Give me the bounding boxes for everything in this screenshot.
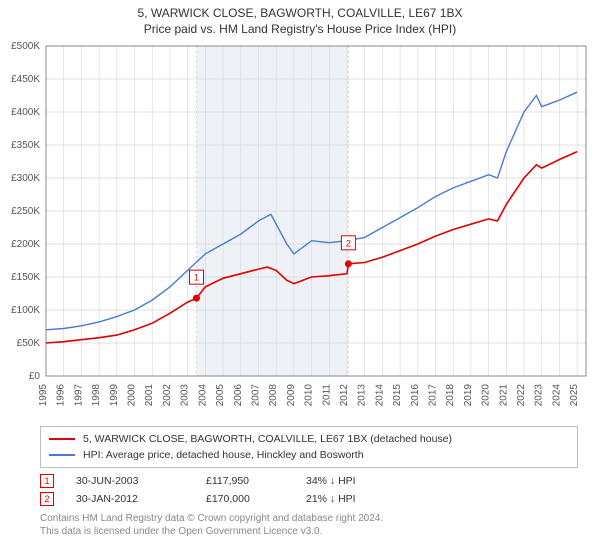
svg-text:£350K: £350K xyxy=(11,140,40,151)
svg-text:1996: 1996 xyxy=(56,384,67,407)
svg-text:2017: 2017 xyxy=(428,384,439,407)
svg-text:1997: 1997 xyxy=(73,384,84,407)
svg-text:2007: 2007 xyxy=(250,384,261,407)
svg-text:2011: 2011 xyxy=(321,384,332,406)
svg-text:2024: 2024 xyxy=(551,384,562,407)
transactions-table: 1 30-JUN-2003 £117,950 34% ↓ HPI 2 30-JA… xyxy=(40,472,578,508)
svg-text:2: 2 xyxy=(346,238,351,248)
svg-text:2018: 2018 xyxy=(445,384,456,407)
svg-text:1999: 1999 xyxy=(109,384,120,407)
svg-text:2025: 2025 xyxy=(569,384,580,407)
legend-item-property: 5, WARWICK CLOSE, BAGWORTH, COALVILLE, L… xyxy=(49,431,569,447)
svg-text:£300K: £300K xyxy=(11,173,40,184)
legend: 5, WARWICK CLOSE, BAGWORTH, COALVILLE, L… xyxy=(40,426,578,468)
svg-text:£0: £0 xyxy=(29,371,41,382)
svg-text:2021: 2021 xyxy=(498,384,509,407)
footer-attribution: Contains HM Land Registry data © Crown c… xyxy=(40,512,578,538)
transaction-date: 30-JAN-2012 xyxy=(76,493,206,505)
chart-area: £0 £50K £100K £150K £200K £250K £300K £350K £400… xyxy=(0,40,600,420)
svg-text:2012: 2012 xyxy=(339,384,350,407)
chart-titles: 5, WARWICK CLOSE, BAGWORTH, COALVILLE, L… xyxy=(0,0,600,36)
footer-line-1: Contains HM Land Registry data © Crown c… xyxy=(40,512,578,525)
svg-text:2013: 2013 xyxy=(357,384,368,407)
svg-text:2003: 2003 xyxy=(180,384,191,407)
footer-line-2: This data is licensed under the Open Gov… xyxy=(40,525,578,538)
svg-text:2008: 2008 xyxy=(268,384,279,407)
chart-title: 5, WARWICK CLOSE, BAGWORTH, COALVILLE, L… xyxy=(0,6,600,20)
svg-text:1998: 1998 xyxy=(91,384,102,407)
transaction-marker-2: 2 xyxy=(40,492,54,506)
svg-text:2001: 2001 xyxy=(144,384,155,407)
line-chart: £0 £50K £100K £150K £200K £250K £300K £350K £400… xyxy=(0,40,600,420)
svg-text:2016: 2016 xyxy=(410,384,421,407)
transaction-marker-1: 1 xyxy=(40,474,54,488)
svg-text:1: 1 xyxy=(194,273,199,283)
svg-text:2022: 2022 xyxy=(516,384,527,407)
svg-text:2014: 2014 xyxy=(374,384,385,407)
svg-text:£150K: £150K xyxy=(11,272,40,283)
chart-subtitle: Price paid vs. HM Land Registry's House … xyxy=(0,22,600,36)
svg-text:2010: 2010 xyxy=(304,384,315,407)
svg-text:£100K: £100K xyxy=(11,305,40,316)
transaction-diff: 21% ↓ HPI xyxy=(306,493,406,505)
svg-text:2005: 2005 xyxy=(215,384,226,407)
svg-text:£50K: £50K xyxy=(17,338,41,349)
transaction-price: £117,950 xyxy=(206,475,306,487)
legend-label-property: 5, WARWICK CLOSE, BAGWORTH, COALVILLE, L… xyxy=(83,433,452,445)
svg-text:£400K: £400K xyxy=(11,107,40,118)
legend-swatch-hpi xyxy=(49,454,75,456)
svg-text:2023: 2023 xyxy=(534,384,545,407)
svg-text:2019: 2019 xyxy=(463,384,474,407)
svg-text:2020: 2020 xyxy=(481,384,492,407)
svg-text:1995: 1995 xyxy=(38,384,49,407)
svg-text:£200K: £200K xyxy=(11,239,40,250)
svg-text:£500K: £500K xyxy=(11,41,40,52)
svg-text:2000: 2000 xyxy=(127,384,138,407)
transaction-price: £170,000 xyxy=(206,493,306,505)
svg-text:2006: 2006 xyxy=(233,384,244,407)
transaction-diff: 34% ↓ HPI xyxy=(306,475,406,487)
svg-text:2009: 2009 xyxy=(286,384,297,407)
transaction-row: 1 30-JUN-2003 £117,950 34% ↓ HPI xyxy=(40,472,578,490)
legend-label-hpi: HPI: Average price, detached house, Hinc… xyxy=(83,449,364,461)
transaction-row: 2 30-JAN-2012 £170,000 21% ↓ HPI xyxy=(40,490,578,508)
legend-swatch-property xyxy=(49,438,75,440)
svg-text:2004: 2004 xyxy=(197,384,208,407)
svg-text:2002: 2002 xyxy=(162,384,173,407)
svg-text:2015: 2015 xyxy=(392,384,403,407)
svg-text:£450K: £450K xyxy=(11,74,40,85)
svg-text:£250K: £250K xyxy=(11,206,40,217)
transaction-date: 30-JUN-2003 xyxy=(76,475,206,487)
legend-item-hpi: HPI: Average price, detached house, Hinc… xyxy=(49,447,569,463)
